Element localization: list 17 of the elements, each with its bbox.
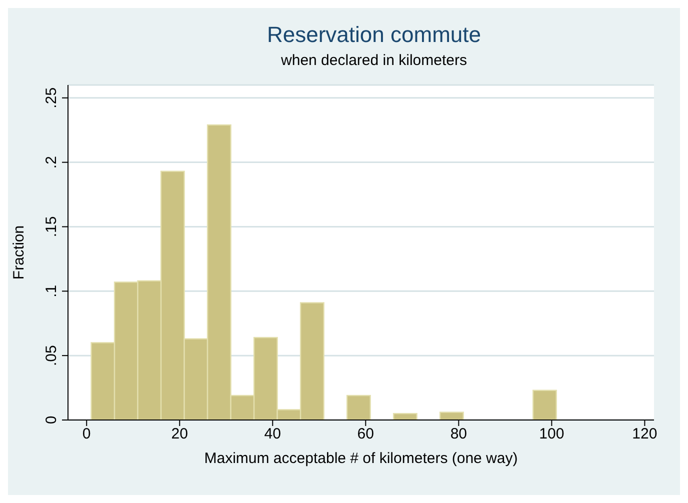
chart-subtitle: when declared in kilometers	[280, 52, 468, 69]
x-axis-title: Maximum acceptable # of kilometers (one way)	[204, 450, 518, 467]
y-axis-title: Fraction	[10, 225, 28, 280]
x-tick-label: 0	[82, 426, 91, 443]
y-tick-label: .1	[43, 284, 60, 298]
x-tick-label: 40	[264, 426, 281, 443]
x-tick-label: 60	[357, 426, 374, 443]
y-tick-label: .2	[43, 156, 60, 169]
y-tick-label: 0	[43, 416, 60, 424]
x-tick-label: 80	[450, 426, 468, 443]
x-tick-label: 120	[632, 426, 658, 443]
y-tick-label: .25	[43, 87, 60, 108]
x-tick-label: 20	[171, 426, 188, 443]
chart-title: Reservation commute	[266, 22, 482, 48]
y-tick-label: .05	[43, 345, 60, 366]
x-tick-label: 100	[539, 426, 564, 443]
y-tick-label: .15	[43, 216, 60, 238]
